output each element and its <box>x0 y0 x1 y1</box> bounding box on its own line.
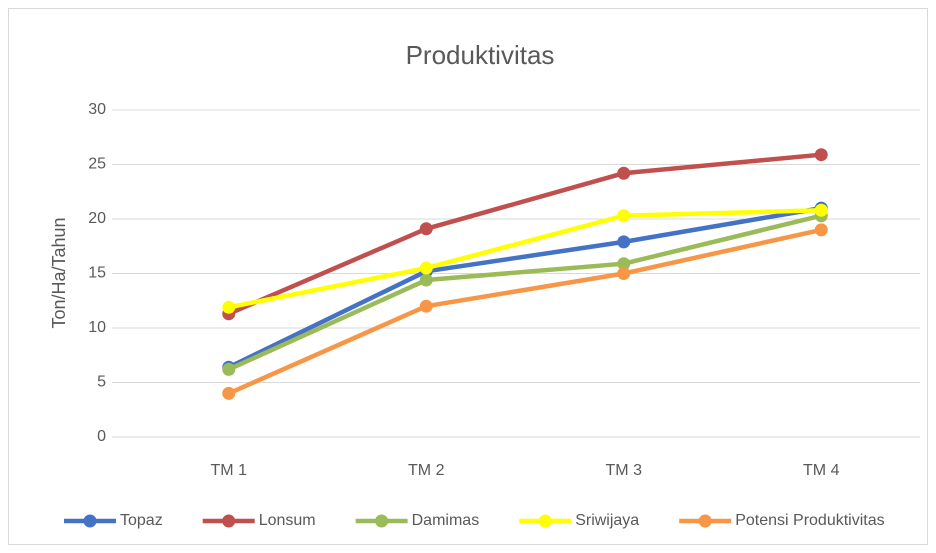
data-point <box>419 261 433 275</box>
data-point <box>617 166 631 180</box>
y-tick-label: 15 <box>88 265 106 282</box>
data-point <box>814 203 828 217</box>
y-tick-label: 0 <box>97 428 106 445</box>
data-point <box>617 209 631 223</box>
series-line <box>227 227 822 396</box>
data-point <box>617 267 631 280</box>
data-point <box>814 148 828 162</box>
x-tick-label: TM 4 <box>803 462 840 479</box>
x-tick-label: TM 2 <box>408 462 445 479</box>
x-tick-label: TM 3 <box>606 462 643 479</box>
data-point <box>814 223 828 237</box>
series-line <box>228 208 822 310</box>
y-tick-label: 30 <box>88 101 106 118</box>
data-point <box>222 386 236 400</box>
y-axis-label: Ton/Ha/Tahun <box>49 217 69 328</box>
series-line <box>227 205 822 370</box>
legend-label: Potensi Produktivitas <box>735 512 884 529</box>
legend-label: Lonsum <box>259 512 316 529</box>
legend-marker <box>375 514 389 528</box>
chart-title: Produktivitas <box>406 40 555 70</box>
y-tick-label: 25 <box>88 156 106 173</box>
y-tick-label: 10 <box>88 319 106 336</box>
data-point <box>222 362 236 376</box>
y-tick-label: 20 <box>88 210 106 227</box>
series-line <box>227 152 822 316</box>
data-point <box>617 257 631 271</box>
series-line <box>227 213 822 372</box>
legend-label: Sriwijaya <box>575 512 639 529</box>
data-point <box>419 299 433 313</box>
legend-marker <box>83 514 97 528</box>
data-point <box>419 273 433 287</box>
legend-label: Topaz <box>120 512 163 529</box>
data-point <box>222 300 236 314</box>
legend-marker <box>538 514 552 528</box>
legend-marker <box>698 514 712 528</box>
legend-label: Damimas <box>412 512 480 529</box>
y-tick-label: 5 <box>97 374 106 391</box>
x-tick-label: TM 1 <box>211 462 248 479</box>
data-point <box>419 222 433 236</box>
data-point <box>617 235 631 249</box>
legend-marker <box>222 514 236 528</box>
